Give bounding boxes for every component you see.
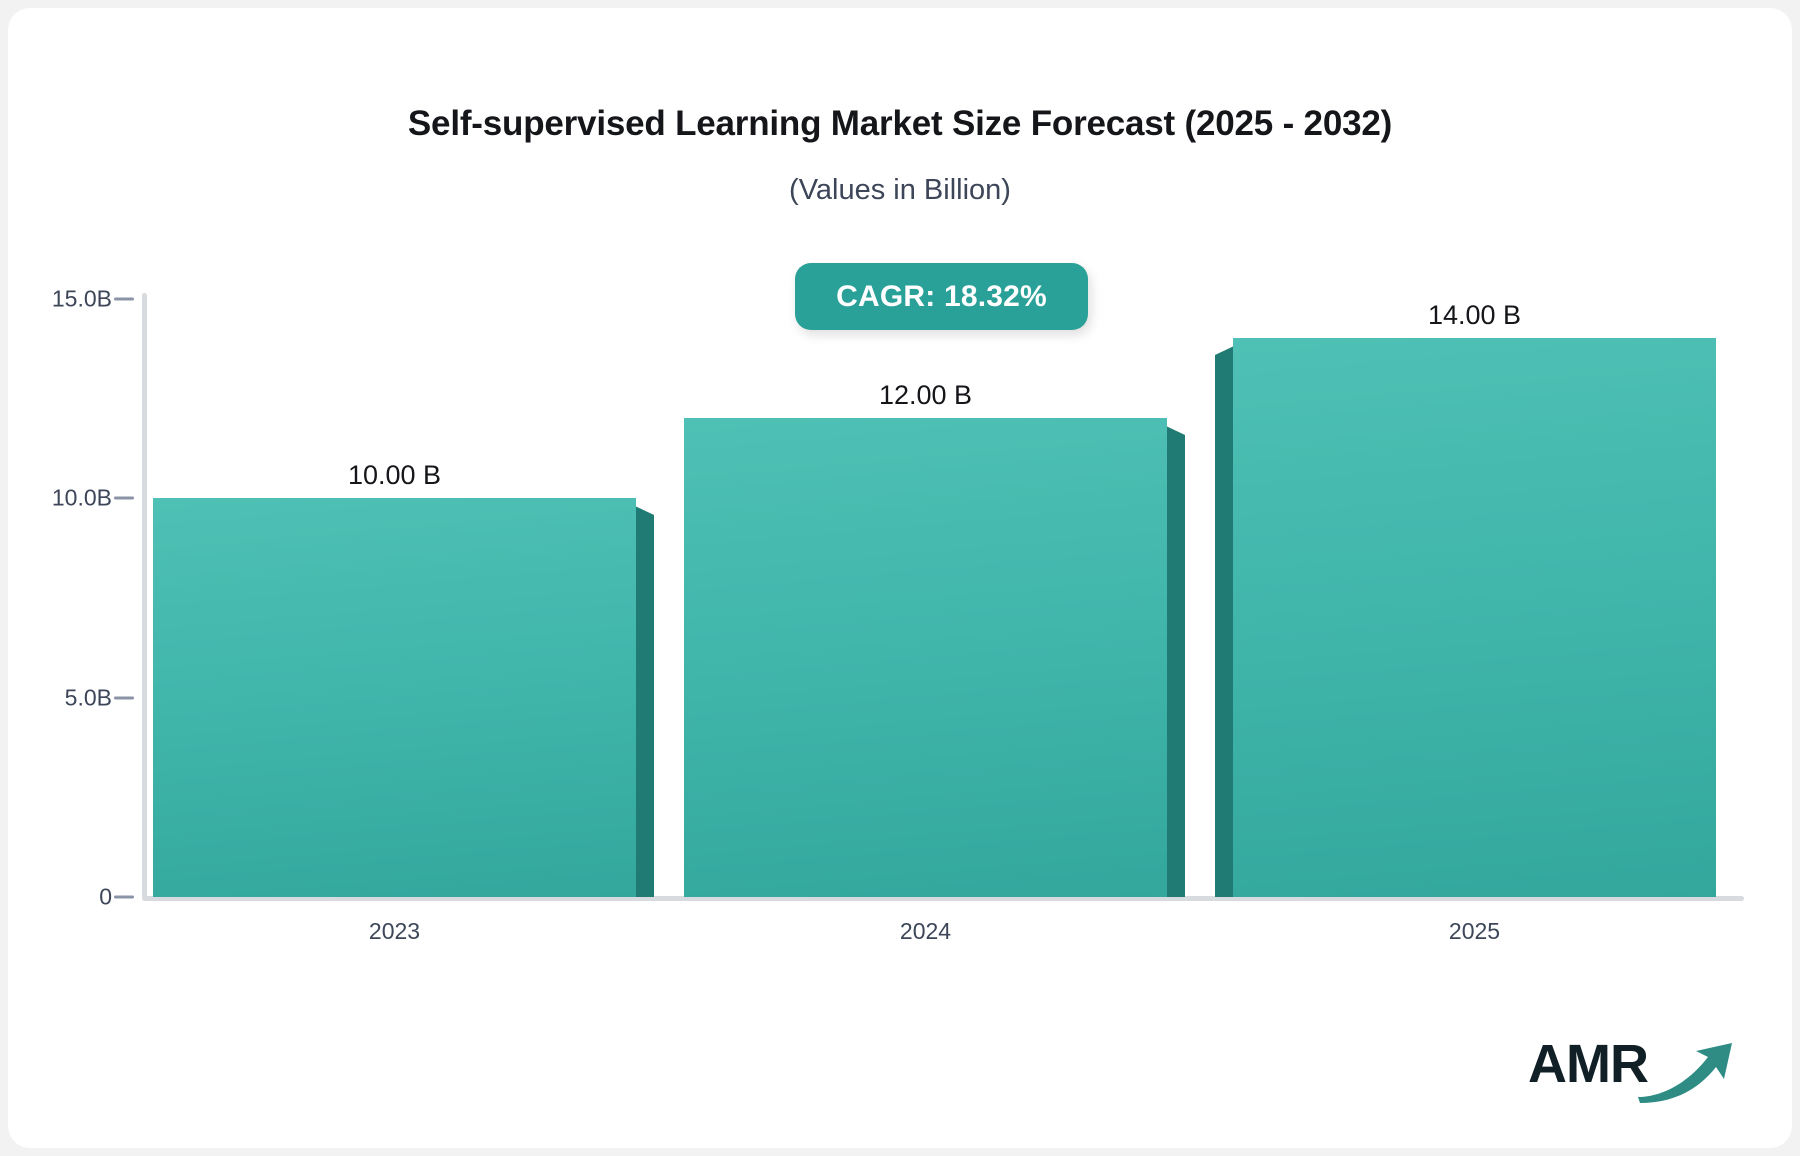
amr-logo-text: AMR: [1528, 1034, 1649, 1094]
y-tick-label-0: 0: [99, 883, 112, 910]
chart-card: Self-supervised Learning Market Size For…: [8, 8, 1792, 1148]
bar-face-2023: [153, 498, 636, 897]
y-tick-dash-10: [114, 496, 134, 500]
growth-arrow-icon: [1638, 1043, 1732, 1103]
cagr-badge: CAGR: 18.32%: [795, 263, 1088, 330]
cagr-badge-label: CAGR: 18.32%: [836, 279, 1047, 313]
chart-title: Self-supervised Learning Market Size For…: [407, 104, 1393, 143]
y-axis-line: [142, 293, 147, 899]
x-tick-label-2023: 2023: [368, 918, 421, 944]
y-tick-dash-5: [114, 696, 134, 700]
bar-value-label-2023: 10.00 B: [347, 460, 442, 490]
x-tick-label-2025: 2025: [1448, 918, 1501, 944]
y-tick-label-5: 5.0B: [64, 684, 112, 711]
bar-face-2025: [1233, 338, 1716, 897]
y-tick-label-15: 15.0B: [51, 285, 112, 312]
amr-logo: AMR: [1528, 1031, 1738, 1103]
chart-subtitle: (Values in Billion): [789, 174, 1011, 206]
x-tick-label-2024: 2024: [899, 918, 952, 944]
y-tick-dash-0: [114, 895, 134, 899]
bar-value-label-2024: 12.00 B: [878, 380, 973, 410]
bar-value-label-2025: 14.00 B: [1427, 300, 1522, 330]
y-tick-label-10: 10.0B: [51, 484, 112, 511]
bar-side-2025: [1215, 346, 1234, 897]
bar-side-2023: [635, 506, 654, 897]
bar-face-2024: [684, 418, 1167, 897]
bar-side-2024: [1166, 426, 1185, 897]
x-axis-line: [142, 896, 1744, 901]
plot-area: 15.0B 10.0B 5.0B 0 10.00 B 12.00 B 14.00…: [8, 8, 1792, 1148]
y-tick-dash-15: [114, 297, 134, 301]
